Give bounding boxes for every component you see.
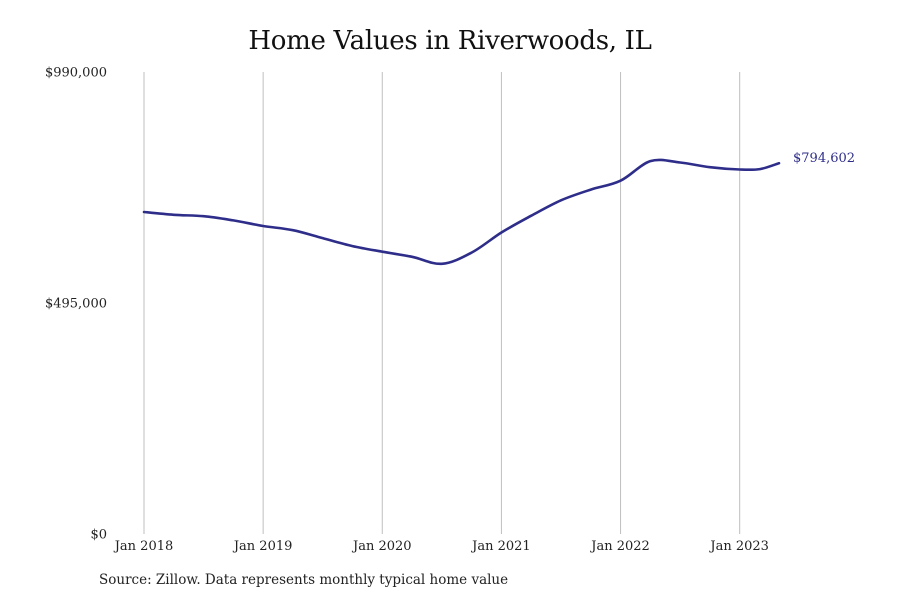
x-axis-tick-labels: Jan 2018 Jan 2019 Jan 2020 Jan 2021 Jan 2022… xyxy=(113,539,769,554)
y-tick-label: $495,000 xyxy=(45,297,107,312)
y-tick-label: $990,000 xyxy=(45,66,107,81)
x-tick-label: Jan 2019 xyxy=(232,539,293,554)
series-layer: $794,602 xyxy=(142,151,855,266)
x-tick-label: Jan 2022 xyxy=(589,539,650,554)
x-tick-label: Jan 2021 xyxy=(470,539,531,554)
y-tick-label: $0 xyxy=(90,528,107,543)
home-value-line xyxy=(142,158,781,266)
gridlines xyxy=(143,72,741,534)
source-note: Source: Zillow. Data represents monthly … xyxy=(99,572,509,588)
x-tick-label: Jan 2018 xyxy=(113,539,174,554)
chart-title: Home Values in Riverwoods, IL xyxy=(248,26,652,56)
x-tick-label: Jan 2020 xyxy=(351,539,412,554)
y-axis-tick-labels: $0 $495,000 $990,000 xyxy=(45,66,107,543)
x-tick-label: Jan 2023 xyxy=(708,539,769,554)
end-value-label: $794,602 xyxy=(793,151,855,166)
